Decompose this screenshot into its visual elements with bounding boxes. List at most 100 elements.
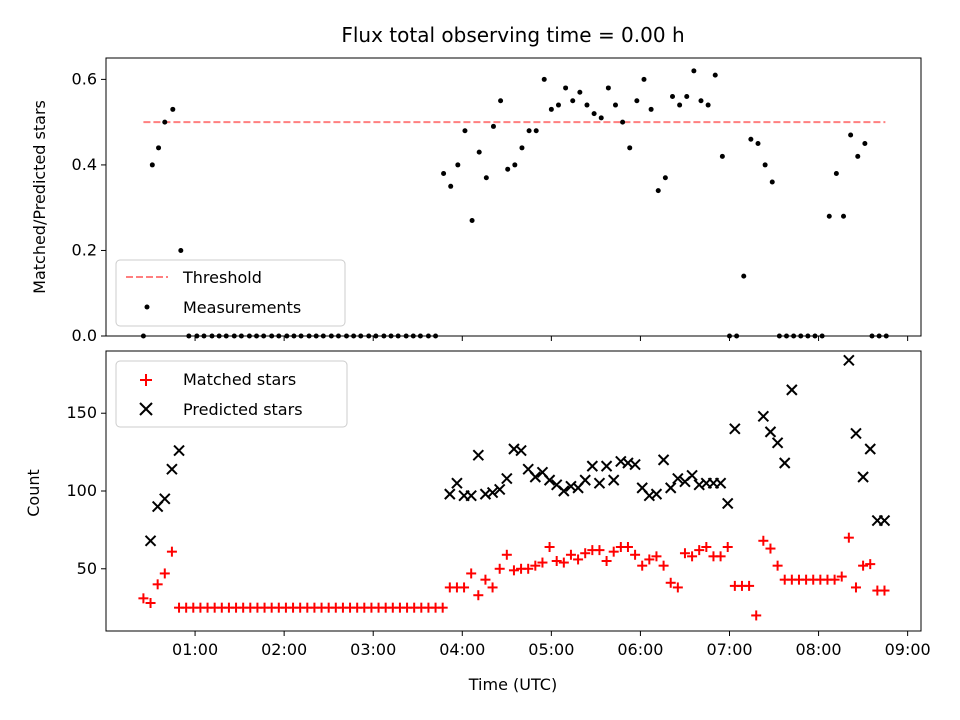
y-tick-label: 0.2 bbox=[72, 240, 97, 259]
measurements-point bbox=[748, 136, 754, 142]
measurements-point bbox=[455, 162, 461, 168]
top-panel-ratio: 0.0 0.2 0.4 0.6 Matched/Predicted stars Thr… bbox=[30, 57, 922, 345]
predicted-stars-point bbox=[593, 477, 606, 489]
matched-stars-point bbox=[651, 551, 662, 562]
measurements-point bbox=[712, 72, 718, 78]
measurements-point bbox=[441, 170, 447, 176]
matched-stars-point bbox=[152, 579, 163, 590]
measurements-point bbox=[541, 76, 547, 82]
predicted-stars-point bbox=[472, 449, 485, 461]
matched-stars-point bbox=[687, 551, 698, 562]
measurements-point bbox=[584, 102, 590, 108]
matched-stars-point bbox=[701, 542, 712, 552]
x-tick-label: 09:00 bbox=[885, 640, 931, 659]
measurements-point bbox=[627, 145, 633, 151]
matched-stars-point bbox=[487, 582, 498, 593]
top-panel-legend: Threshold Measurements bbox=[115, 259, 346, 327]
predicted-stars-point bbox=[657, 454, 670, 466]
legend-measurements-swatch bbox=[144, 304, 150, 310]
top-panel-y-axis-label: Matched/Predicted stars bbox=[30, 100, 49, 294]
measurements-point bbox=[178, 247, 184, 253]
matched-stars-point bbox=[580, 548, 591, 559]
matched-stars-point bbox=[751, 610, 762, 621]
measurements-point bbox=[490, 123, 496, 129]
measurements-point bbox=[719, 153, 725, 159]
predicted-stars-point bbox=[686, 469, 698, 482]
top-panel-y-ticks: 0.0 0.2 0.4 0.6 bbox=[72, 69, 106, 345]
measurements-point bbox=[512, 162, 518, 168]
measurements-point bbox=[677, 102, 683, 108]
predicted-stars-point bbox=[665, 482, 677, 494]
matched-stars-point bbox=[494, 563, 505, 574]
matched-stars-point bbox=[480, 574, 491, 585]
bottom-panel-y-axis-label: Count bbox=[24, 469, 43, 517]
matched-stars-point bbox=[858, 560, 869, 571]
matched-stars-point bbox=[501, 549, 512, 560]
predicted-stars-point bbox=[878, 514, 891, 527]
matched-stars-point bbox=[159, 568, 170, 579]
top-panel-x-ticks bbox=[194, 336, 909, 341]
predicted-stars-point bbox=[529, 471, 542, 483]
top-legend-box bbox=[115, 259, 346, 327]
predicted-stars-point bbox=[515, 444, 527, 457]
predicted-stars-point bbox=[850, 427, 862, 440]
measurements-point bbox=[741, 273, 747, 279]
y-tick-label: 0.0 bbox=[72, 326, 97, 345]
measurements-point bbox=[762, 162, 768, 168]
measurements-point bbox=[533, 128, 539, 134]
measurements-point bbox=[841, 213, 847, 219]
predicted-stars-point bbox=[501, 472, 513, 485]
predicted-stars-point bbox=[857, 471, 869, 483]
measurements-point bbox=[156, 145, 162, 151]
matched-stars-point bbox=[665, 577, 676, 588]
measurements-point bbox=[149, 162, 155, 168]
predicted-stars-point bbox=[779, 457, 791, 469]
measurements-point bbox=[648, 106, 654, 112]
measurements-point bbox=[483, 175, 489, 181]
predicted-stars-point bbox=[558, 485, 570, 497]
predicted-stars-point bbox=[579, 474, 591, 486]
matched-stars-point bbox=[145, 598, 156, 608]
x-tick-label: 01:00 bbox=[172, 640, 218, 659]
legend-threshold-label: Threshold bbox=[182, 268, 262, 287]
legend-measurements-label: Measurements bbox=[183, 298, 301, 317]
matched-stars-point bbox=[679, 548, 690, 559]
measurements-point bbox=[669, 93, 675, 99]
matched-stars-point bbox=[608, 546, 619, 557]
predicted-stars-point bbox=[650, 488, 663, 500]
y-tick-label: 0.6 bbox=[72, 69, 97, 88]
measurements-point bbox=[170, 106, 176, 112]
measurements-point bbox=[548, 106, 554, 112]
measurements-point bbox=[634, 98, 640, 104]
measurements-point bbox=[620, 119, 626, 125]
measurements-point bbox=[705, 102, 711, 108]
predicted-stars-point bbox=[764, 426, 777, 438]
measurements-point bbox=[591, 111, 597, 117]
measurements-point bbox=[498, 98, 504, 104]
measurements-point bbox=[469, 218, 475, 224]
matched-stars-point bbox=[601, 556, 612, 566]
predicted-stars-point bbox=[493, 483, 506, 496]
predicted-stars-point bbox=[465, 489, 477, 502]
matched-stars-point bbox=[850, 582, 861, 593]
y-tick-label: 0.4 bbox=[72, 155, 97, 174]
measurements-point bbox=[612, 102, 618, 108]
matched-stars-point bbox=[138, 593, 149, 604]
bottom-panel-y-ticks: 50 100 150 bbox=[66, 403, 106, 578]
measurements-point bbox=[162, 119, 168, 125]
legend-predicted-swatch bbox=[139, 402, 153, 416]
measurements-point bbox=[476, 149, 482, 155]
predicted-stars-point bbox=[864, 443, 876, 455]
matched-stars-point bbox=[672, 582, 683, 593]
legend-predicted-label: Predicted stars bbox=[183, 400, 303, 419]
matched-stars-point bbox=[459, 582, 470, 593]
matched-stars-point bbox=[843, 532, 854, 543]
matched-stars-point bbox=[166, 546, 177, 557]
predicted-stars-point bbox=[629, 458, 641, 471]
matched-stars-point bbox=[758, 535, 769, 546]
predicted-stars-point bbox=[159, 493, 171, 505]
predicted-stars-point bbox=[771, 437, 784, 449]
matched-stars-point bbox=[551, 556, 562, 566]
x-tick-label: 08:00 bbox=[796, 640, 842, 659]
matched-stars-point bbox=[544, 542, 555, 552]
